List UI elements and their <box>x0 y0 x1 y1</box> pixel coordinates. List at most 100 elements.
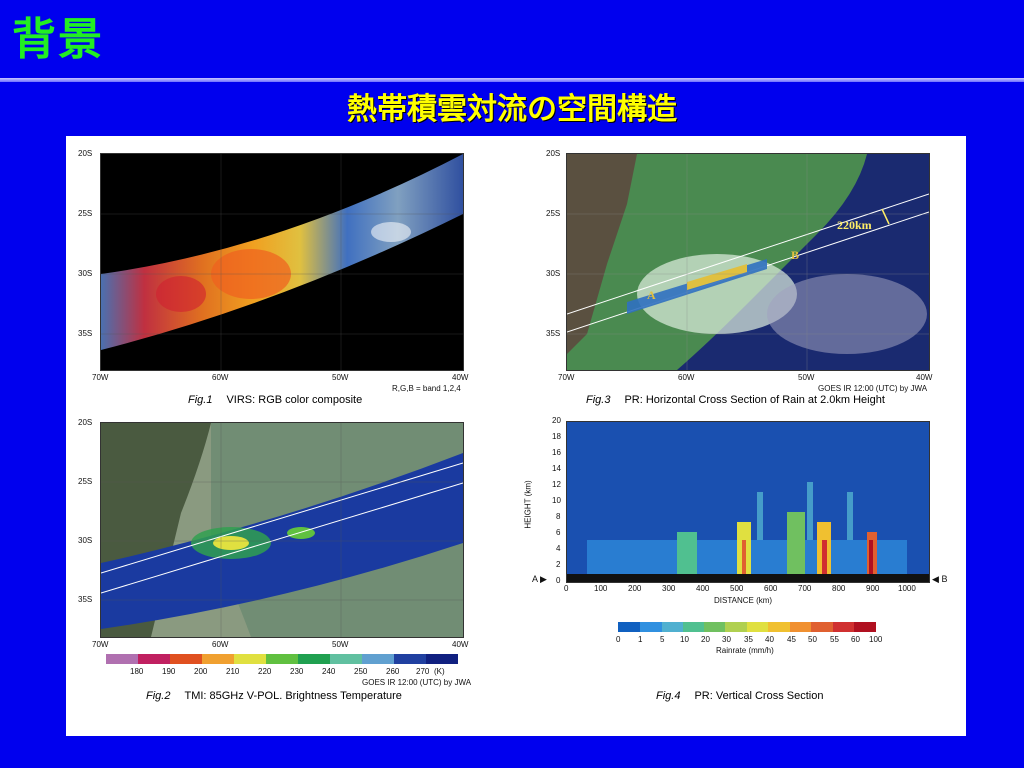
colorbar-cell <box>811 622 833 632</box>
tmi-brightness-map <box>100 422 464 638</box>
point-b-label: B <box>791 248 800 262</box>
colorbar-tick: 190 <box>162 667 176 676</box>
y-tick: 14 <box>552 464 561 473</box>
goes-credit: GOES IR 12:00 (UTC) by JWA <box>362 678 472 687</box>
caption-text: PR: Vertical Cross Section <box>694 690 824 702</box>
colorbar-cell <box>426 654 458 664</box>
colorbar-tick: 10 <box>680 635 689 644</box>
lat-tick: 30S <box>78 536 93 545</box>
lon-tick: 50W <box>332 640 349 649</box>
y-axis-title: HEIGHT (km) <box>523 480 533 529</box>
colorbar-cell <box>725 622 747 632</box>
figure-number: Fig.2 <box>146 690 171 702</box>
lon-tick: 60W <box>212 640 229 649</box>
figure-2-caption: Fig.2 TMI: 85GHz V-POL. Brightness Temper… <box>146 690 402 702</box>
x-tick: 0 <box>564 584 569 593</box>
x-tick: 500 <box>730 584 744 593</box>
lon-tick: 60W <box>212 373 229 382</box>
lat-tick: 35S <box>78 329 93 338</box>
colorbar-cell <box>106 654 138 664</box>
virs-rgb-image <box>100 153 464 371</box>
x-tick: 900 <box>866 584 880 593</box>
lat-tick: 35S <box>546 329 561 338</box>
colorbar-cell <box>202 654 234 664</box>
marker-b-label: B <box>941 574 948 584</box>
lon-tick: 40W <box>452 640 469 649</box>
colorbar-cell <box>266 654 298 664</box>
figure-panel: 20S 25S 30S 35S <box>66 136 966 736</box>
lat-tick: 20S <box>78 418 93 427</box>
caption-text: PR: Horizontal Cross Section of Rain at … <box>624 394 885 406</box>
x-tick: 200 <box>628 584 642 593</box>
lon-tick: 70W <box>558 373 575 382</box>
swath-width-label: 220km <box>837 218 872 232</box>
colorbar-cell <box>298 654 330 664</box>
caption-text: VIRS: RGB color composite <box>226 394 363 406</box>
x-tick: 600 <box>764 584 778 593</box>
ground-strip <box>567 574 929 582</box>
figure-3: 20S 25S 30S 35S 220km A B 70W <box>516 136 966 416</box>
colorbar-cell <box>833 622 854 632</box>
marker-a-label: A <box>532 574 538 584</box>
colorbar-tick: 210 <box>226 667 240 676</box>
swath-outline <box>101 462 463 594</box>
colorbar-cell <box>662 622 683 632</box>
lon-tick: 40W <box>452 373 469 382</box>
y-tick: 4 <box>556 544 561 553</box>
colorbar-cell <box>747 622 768 632</box>
x-tick: 700 <box>798 584 812 593</box>
x-tick: 800 <box>832 584 846 593</box>
colorbar-cell <box>854 622 876 632</box>
lon-tick: 60W <box>678 373 695 382</box>
y-tick: 20 <box>552 416 561 425</box>
figure-1-caption: Fig.1 VIRS: RGB color composite <box>188 394 362 406</box>
right-triangle-icon: ▶ <box>540 574 547 584</box>
header-rule <box>0 78 1024 82</box>
goes-credit: GOES IR 12:00 (UTC) by JWA <box>818 384 928 393</box>
colorbar-tick: 60 <box>851 635 860 644</box>
colorbar-tick: 240 <box>322 667 336 676</box>
lat-tick: 35S <box>78 595 93 604</box>
figure-number: Fig.1 <box>188 394 213 406</box>
x-axis-title: DISTANCE (km) <box>714 596 773 605</box>
colorbar-cell <box>704 622 725 632</box>
slide-header: 背景 <box>0 0 1024 82</box>
lon-tick: 70W <box>92 640 109 649</box>
lon-tick: 40W <box>916 373 933 382</box>
x-tick: 100 <box>594 584 608 593</box>
colorbar-tick: 55 <box>830 635 839 644</box>
colorbar-tick: 260 <box>386 667 400 676</box>
pr-horizontal-map: 220km A B <box>566 153 930 371</box>
x-tick: 300 <box>662 584 676 593</box>
colorbar-tick: 50 <box>808 635 817 644</box>
colorbar-tick: 270 <box>416 667 430 676</box>
colorbar-cell <box>234 654 266 664</box>
tb-colorbar <box>106 654 458 664</box>
slide-subtitle: 熱帯積雲対流の空間構造 <box>347 92 677 127</box>
colorbar-cell <box>394 654 426 664</box>
y-tick: 2 <box>556 560 561 569</box>
virs-swath <box>101 154 463 350</box>
colorbar-cell <box>683 622 704 632</box>
x-tick: 1000 <box>898 584 916 593</box>
left-triangle-icon: ◀ <box>932 574 939 584</box>
y-tick: 16 <box>552 448 561 457</box>
point-a-label: A <box>647 288 656 302</box>
caption-text: TMI: 85GHz V-POL. Brightness Temperature <box>184 690 402 702</box>
colorbar-title: Rainrate (mm/h) <box>716 646 774 655</box>
colorbar-tick: 250 <box>354 667 368 676</box>
colorbar-tick: 230 <box>290 667 304 676</box>
figure-3-caption: Fig.3 PR: Horizontal Cross Section of Rai… <box>586 394 885 406</box>
lat-tick: 20S <box>546 149 561 158</box>
lat-tick: 25S <box>78 209 93 218</box>
figure-4-caption: Fig.4 PR: Vertical Cross Section <box>656 690 823 702</box>
colorbar-tick: 180 <box>130 667 144 676</box>
figure-1: 20S 25S 30S 35S <box>66 136 516 416</box>
vertical-cross-section <box>566 421 930 583</box>
lon-tick: 50W <box>798 373 815 382</box>
y-tick: 6 <box>556 528 561 537</box>
x-tick: 400 <box>696 584 710 593</box>
y-tick: 18 <box>552 432 561 441</box>
y-tick: 8 <box>556 512 561 521</box>
lon-tick: 70W <box>92 373 109 382</box>
